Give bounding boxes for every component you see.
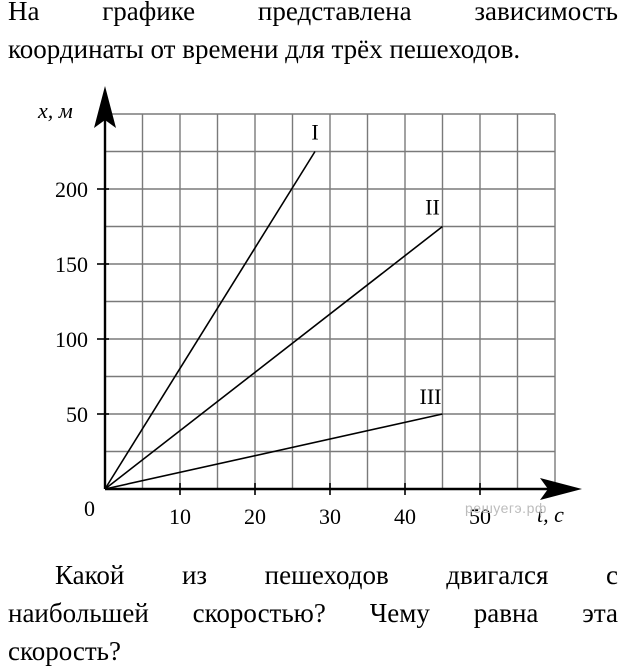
x-tick-label: 20 <box>244 504 266 529</box>
series-line-iii <box>104 413 443 490</box>
y-tick-label: 100 <box>55 327 88 352</box>
question-line-3: скорость? <box>8 636 121 666</box>
intro-line-2: координаты от времени для трёх пешеходов… <box>8 34 521 64</box>
series-label-iii: III <box>420 384 442 409</box>
y-axis-arrow <box>94 86 116 128</box>
chart-ticks: 10 20 30 40 50 50 100 150 200 <box>55 177 491 529</box>
x-axis-label: t, c <box>537 502 564 527</box>
intro-line-1: На графике представлена зависимость <box>8 0 618 26</box>
y-tick-label: 150 <box>55 252 88 277</box>
series-line-ii <box>104 225 443 490</box>
watermark-text: решуегэ.рф <box>465 500 547 516</box>
x-tick-label: 40 <box>394 504 416 529</box>
x-tick-label: 10 <box>169 504 191 529</box>
y-axis-label: x, м <box>37 98 73 123</box>
x-tick-label: 30 <box>319 504 341 529</box>
chart-axes <box>94 86 582 500</box>
question-line-1: Какой из пешеходов двигался с <box>55 560 618 590</box>
x-axis-arrow <box>540 478 582 500</box>
question-line-2: наибольшей скоростью? Чему равна эта <box>8 598 618 628</box>
series-label-i: I <box>311 120 318 145</box>
x-tick-label: 50 <box>469 504 491 529</box>
y-tick-label: 200 <box>55 177 88 202</box>
series-label-ii: II <box>425 195 440 220</box>
y-tick-label: 50 <box>66 402 88 427</box>
series-line-i <box>104 151 316 490</box>
chart-grid <box>105 113 556 489</box>
origin-label: 0 <box>84 496 95 521</box>
